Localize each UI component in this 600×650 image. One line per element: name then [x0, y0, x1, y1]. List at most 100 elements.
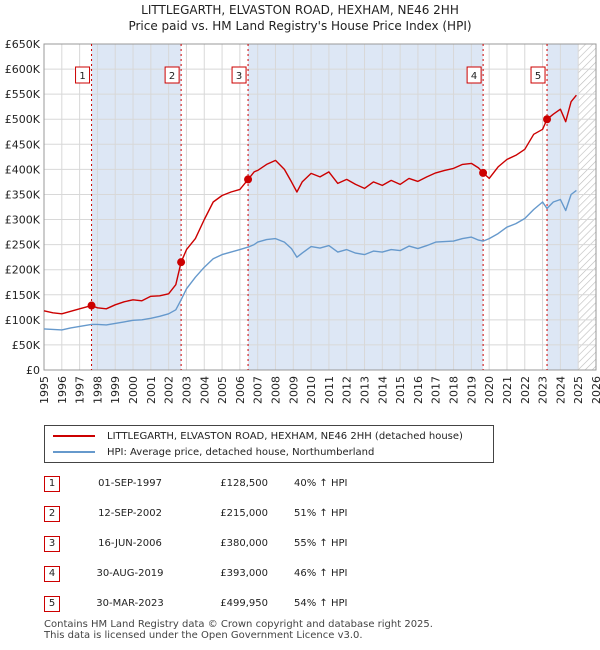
- sale-label-number: 5: [535, 71, 541, 82]
- transaction-date: 12-SEP-2002: [98, 508, 162, 519]
- chart-subtitle: Price paid vs. HM Land Registry's House …: [128, 19, 472, 33]
- legend-item-property: LITTLEGARTH, ELVASTON ROAD, HEXHAM, NE46…: [53, 428, 463, 444]
- x-tick-label: 2009: [287, 376, 300, 404]
- price-chart: £0 £50K £100K £150K £200K £250K £300K £350K £400…: [5, 38, 600, 404]
- footer-copyright: Contains HM Land Registry data © Crown c…: [44, 619, 433, 630]
- transaction-price: £499,950: [220, 598, 268, 609]
- table-row: 3 16-JUN-2006 £380,000 55% ↑ HPI: [44, 536, 444, 552]
- x-tick-label: 2013: [359, 376, 372, 404]
- x-tick-label: 2018: [448, 376, 461, 404]
- y-tick-label: £0: [26, 364, 40, 377]
- transaction-date: 16-JUN-2006: [98, 538, 162, 549]
- forecast-hatched-region: [578, 44, 596, 370]
- x-tick-label: 2020: [483, 376, 496, 404]
- sale-marker: [543, 115, 552, 124]
- sale-marker: [87, 301, 96, 310]
- chart-legend: LITTLEGARTH, ELVASTON ROAD, HEXHAM, NE46…: [44, 425, 494, 463]
- ownership-period-shade: [248, 44, 484, 370]
- ownership-period-shade: [91, 44, 182, 370]
- y-tick-label: £300K: [5, 214, 41, 227]
- y-tick-label: £400K: [5, 163, 41, 176]
- x-tick-label: 1995: [38, 376, 51, 404]
- footer-license: This data is licensed under the Open Gov…: [44, 630, 363, 641]
- legend-label-hpi: HPI: Average price, detached house, Nort…: [107, 446, 375, 458]
- table-row: 1 01-SEP-1997 £128,500 40% ↑ HPI: [44, 476, 444, 492]
- legend-swatch-property: [53, 435, 95, 437]
- y-tick-label: £150K: [5, 289, 41, 302]
- x-tick-label: 2011: [323, 376, 336, 404]
- x-tick-label: 1996: [56, 376, 69, 404]
- y-tick-label: £650K: [5, 38, 41, 51]
- transaction-hpi-change: 51% ↑ HPI: [294, 508, 348, 519]
- transaction-hpi-change: 40% ↑ HPI: [294, 478, 348, 489]
- x-tick-label: 2002: [163, 376, 176, 404]
- transaction-number-badge: 5: [44, 596, 60, 612]
- x-tick-label: 2016: [412, 376, 425, 404]
- y-tick-label: £200K: [5, 264, 41, 277]
- sale-label-number: 3: [236, 71, 242, 82]
- x-tick-label: 2007: [252, 376, 265, 404]
- x-tick-label: 2005: [216, 376, 229, 404]
- legend-label-property: LITTLEGARTH, ELVASTON ROAD, HEXHAM, NE46…: [107, 430, 463, 442]
- series-line-property: [43, 94, 577, 315]
- transaction-number-badge: 2: [44, 506, 60, 522]
- sale-label-box: [466, 66, 482, 84]
- x-tick-label: 1999: [109, 376, 122, 404]
- transaction-price: £380,000: [220, 538, 268, 549]
- table-row: 5 30-MAR-2023 £499,950 54% ↑ HPI: [44, 596, 444, 612]
- x-tick-label: 2017: [430, 376, 443, 404]
- x-tick-label: 1998: [91, 376, 104, 404]
- transaction-hpi-change: 55% ↑ HPI: [294, 538, 348, 549]
- transaction-number-badge: 4: [44, 566, 60, 582]
- ownership-period-shade: [547, 44, 579, 370]
- transaction-price: £215,000: [220, 508, 268, 519]
- sale-label-number: 1: [79, 71, 85, 82]
- y-tick-label: £450K: [5, 138, 41, 151]
- x-tick-label: 2008: [269, 376, 282, 404]
- y-tick-label: £600K: [5, 63, 41, 76]
- sale-label-box: [75, 66, 91, 84]
- transaction-date: 01-SEP-1997: [98, 478, 162, 489]
- y-tick-label: £500K: [5, 113, 41, 126]
- x-tick-label: 1997: [74, 376, 87, 404]
- legend-swatch-hpi: [53, 451, 95, 453]
- plot-border: [43, 43, 597, 371]
- transaction-price: £128,500: [220, 478, 268, 489]
- sale-marker: [177, 258, 186, 267]
- transaction-hpi-change: 46% ↑ HPI: [294, 568, 348, 579]
- x-tick-label: 2019: [465, 376, 478, 404]
- x-tick-label: 2001: [145, 376, 158, 404]
- x-tick-label: 2004: [198, 376, 211, 404]
- sale-label-box: [231, 66, 247, 84]
- sale-label-number: 2: [169, 71, 175, 82]
- sale-label-box: [530, 66, 546, 84]
- x-tick-label: 2003: [180, 376, 193, 404]
- series-line-hpi: [43, 189, 577, 331]
- sale-marker: [244, 175, 253, 184]
- table-row: 2 12-SEP-2002 £215,000 51% ↑ HPI: [44, 506, 444, 522]
- x-tick-label: 2023: [537, 376, 550, 404]
- transaction-number-badge: 1: [44, 476, 60, 492]
- sale-marker: [479, 168, 488, 177]
- x-tick-label: 2014: [376, 376, 389, 404]
- x-tick-label: 2026: [590, 376, 600, 404]
- y-tick-label: £50K: [12, 339, 41, 352]
- y-tick-label: £550K: [5, 88, 41, 101]
- x-tick-label: 2024: [554, 376, 567, 404]
- x-tick-label: 2010: [305, 376, 318, 404]
- table-row: 4 30-AUG-2019 £393,000 46% ↑ HPI: [44, 566, 444, 582]
- x-tick-label: 2021: [501, 376, 514, 404]
- x-tick-label: 2012: [341, 376, 354, 404]
- y-tick-label: £100K: [5, 314, 41, 327]
- transaction-hpi-change: 54% ↑ HPI: [294, 598, 348, 609]
- x-tick-label: 2000: [127, 376, 140, 404]
- y-tick-label: £250K: [5, 239, 41, 252]
- x-tick-label: 2006: [234, 376, 247, 404]
- transaction-date: 30-MAR-2023: [96, 598, 164, 609]
- sale-label-box: [164, 66, 180, 84]
- legend-item-hpi: HPI: Average price, detached house, Nort…: [53, 444, 374, 460]
- x-tick-label: 2025: [572, 376, 585, 404]
- chart-title: LITTLEGARTH, ELVASTON ROAD, HEXHAM, NE46…: [141, 3, 459, 17]
- footer-attribution: Contains HM Land Registry data © Crown c…: [44, 619, 433, 641]
- transaction-date: 30-AUG-2019: [96, 568, 164, 579]
